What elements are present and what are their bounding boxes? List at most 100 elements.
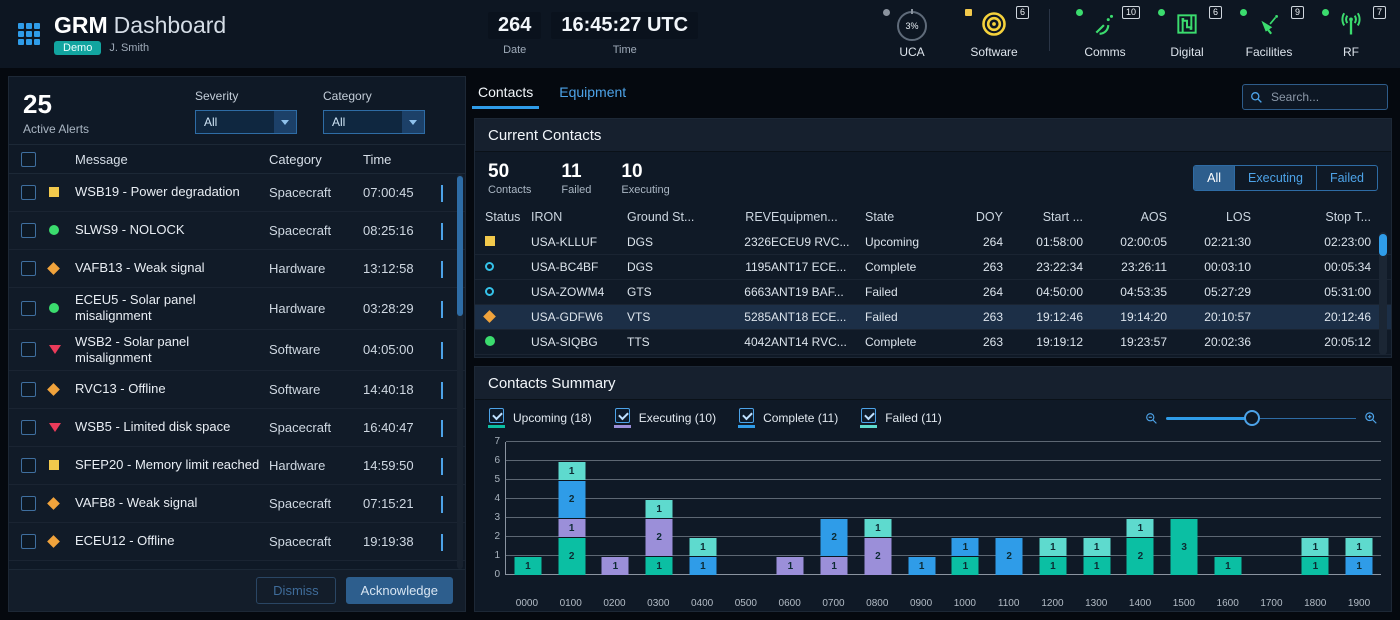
legend-label: Executing (10)	[638, 411, 717, 425]
legend-checkbox[interactable]	[489, 408, 504, 423]
alert-row-checkbox[interactable]	[21, 185, 36, 200]
bar-stack[interactable]: 3	[1170, 518, 1198, 575]
expand-chevron-icon[interactable]	[441, 185, 443, 202]
legend-label: Failed (11)	[885, 411, 942, 425]
bar-stack[interactable]: 1	[1214, 556, 1242, 575]
alert-message: RVC13 - Offline	[75, 381, 166, 397]
alert-row-checkbox[interactable]	[21, 534, 36, 549]
app-grid-icon[interactable]	[18, 23, 40, 45]
legend-item-upcoming[interactable]: Upcoming (18)	[488, 408, 592, 428]
alert-row-checkbox[interactable]	[21, 496, 36, 511]
contacts-scrollbar[interactable]	[1379, 232, 1387, 355]
zoom-slider[interactable]	[1166, 410, 1356, 426]
bar-stack[interactable]: 1	[514, 556, 542, 575]
table-row[interactable]: USA-BC4BF DGS 1195 ANT17 ECE... Complete 263 2…	[475, 255, 1391, 280]
alert-row-checkbox[interactable]	[21, 300, 36, 316]
status-item-comms[interactable]: 10 Comms	[1074, 6, 1140, 59]
dismiss-button[interactable]: Dismiss	[256, 577, 336, 604]
severity-select[interactable]: All	[195, 110, 297, 134]
expand-chevron-icon[interactable]	[441, 223, 443, 240]
table-row[interactable]: USA-SIQBG TTS 4042 ANT14 RVC... Complete 263 1…	[475, 330, 1391, 355]
filter-button-all[interactable]: All	[1194, 166, 1236, 190]
contact-aos: 02:00:05	[1120, 235, 1167, 249]
select-all-checkbox[interactable]	[21, 151, 36, 167]
alert-row-checkbox[interactable]	[21, 223, 36, 238]
bar-stack[interactable]: 2	[995, 537, 1023, 575]
alert-row-checkbox[interactable]	[21, 382, 36, 397]
bar-stack[interactable]: 1	[776, 556, 804, 575]
status-item-rf[interactable]: 7 RF	[1320, 6, 1386, 59]
alerts-scrollbar-thumb[interactable]	[457, 176, 463, 316]
expand-chevron-icon[interactable]	[441, 342, 443, 360]
column-status: Status	[485, 210, 521, 224]
bar-stack[interactable]: 1	[601, 556, 629, 575]
legend-checkbox[interactable]	[614, 408, 630, 423]
alert-row[interactable]: WSB5 - Limited disk space Spacecraft 16:40…	[9, 409, 465, 447]
alert-row[interactable]: SLWS9 - NOLOCK Spacecraft 08:25:16	[9, 212, 465, 250]
filter-button-failed[interactable]: Failed	[1317, 166, 1377, 190]
alert-row[interactable]: WSB19 - Power degradation Spacecraft 07:00…	[9, 174, 465, 212]
expand-chevron-icon[interactable]	[441, 420, 443, 437]
status-item-digital[interactable]: 6 Digital	[1156, 6, 1222, 59]
search-input[interactable]	[1269, 89, 1380, 105]
expand-chevron-icon[interactable]	[441, 300, 443, 318]
alert-row[interactable]: RVC13 - Offline Software 14:40:18	[9, 371, 465, 409]
zoom-out-icon[interactable]	[1145, 412, 1158, 425]
status-badge: 6	[1015, 6, 1029, 19]
search-box[interactable]	[1242, 84, 1388, 110]
expand-chevron-icon[interactable]	[441, 458, 443, 475]
alert-row[interactable]: SFEP20 - Memory limit reached Hardware 14:…	[9, 447, 465, 485]
uca-gauge-icon: 3%	[897, 9, 927, 41]
alert-row-checkbox[interactable]	[21, 420, 36, 435]
legend-label: Upcoming (18)	[513, 411, 592, 425]
alert-row[interactable]: ECEU12 - Offline Spacecraft 19:19:38	[9, 523, 465, 561]
status-item-software[interactable]: 6 Software	[963, 6, 1029, 59]
alert-row[interactable]: WSB2 - Solar panel misalignment Software 0…	[9, 329, 465, 371]
expand-chevron-icon[interactable]	[441, 261, 443, 278]
legend-item-complete[interactable]: Complete (11)	[738, 408, 838, 428]
legend-item-executing[interactable]: Executing (10)	[613, 408, 717, 428]
acknowledge-button[interactable]: Acknowledge	[345, 577, 453, 604]
expand-chevron-icon[interactable]	[441, 382, 443, 399]
alert-row-checkbox[interactable]	[21, 261, 36, 276]
tab-equipment[interactable]: Equipment	[559, 84, 627, 100]
alert-row-checkbox[interactable]	[21, 342, 36, 358]
table-row[interactable]: USA-KLLUF DGS 2326 ECEU9 RVC... Upcoming 264 0…	[475, 230, 1391, 255]
expand-chevron-icon[interactable]	[441, 496, 443, 513]
category-select[interactable]: All	[323, 110, 425, 134]
bar-stack[interactable]: 1	[908, 556, 936, 575]
table-row[interactable]: USA-ZOWM4 GTS 6663 ANT19 BAF... Failed 264 04:…	[475, 280, 1391, 305]
status-item-uca[interactable]: 3% UCA	[881, 9, 943, 59]
contact-iron: USA-GDFW6	[531, 310, 603, 324]
expand-chevron-icon[interactable]	[441, 534, 443, 551]
zoom-in-icon[interactable]	[1364, 411, 1378, 425]
alert-row[interactable]: VAFB13 - Weak signal Hardware 13:12:58	[9, 250, 465, 288]
alert-row-checkbox[interactable]	[21, 458, 36, 473]
contacts-scrollbar-thumb[interactable]	[1379, 234, 1387, 256]
alert-row[interactable]: VAFB8 - Weak signal Spacecraft 07:15:21	[9, 485, 465, 523]
current-contacts-title: Current Contacts	[475, 119, 1391, 152]
alert-row[interactable]: ECEU5 - Solar panel misalignment Hardware…	[9, 288, 465, 330]
table-row[interactable]: USA-GDFW6 VTS 5285 ANT18 ECE... Failed 263 19:…	[475, 305, 1391, 330]
zoom-slider-thumb[interactable]	[1243, 410, 1260, 426]
status-item-facilities[interactable]: 9 Facilities	[1238, 6, 1304, 59]
filter-button-executing[interactable]: Executing	[1235, 166, 1317, 190]
legend-item-failed[interactable]: Failed (11)	[860, 408, 942, 428]
alerts-scrollbar[interactable]	[457, 174, 463, 569]
tab-contacts[interactable]: Contacts	[471, 84, 540, 109]
legend-checkbox[interactable]	[861, 408, 877, 423]
severity-diamond-orange-icon	[47, 497, 60, 510]
contact-start: 01:58:00	[1036, 235, 1083, 249]
legend-checkbox[interactable]	[739, 408, 755, 423]
